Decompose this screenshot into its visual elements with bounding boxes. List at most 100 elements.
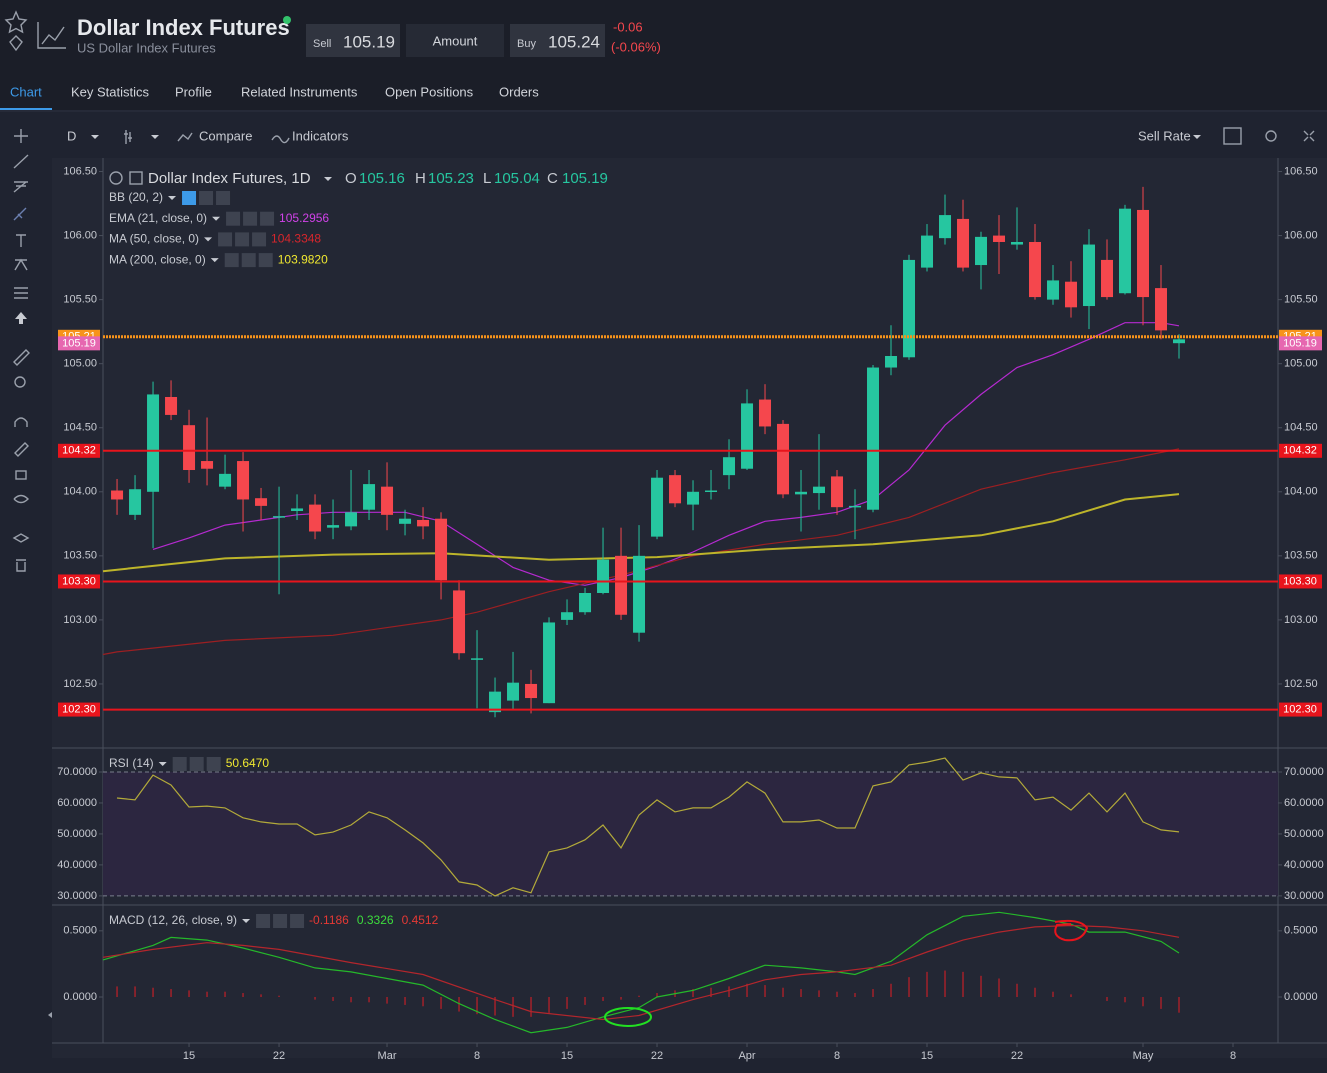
y-tick-label: 30.0000 xyxy=(1284,890,1324,902)
candle-body xyxy=(1029,241,1042,298)
price-change: -0.06 xyxy=(613,19,643,34)
tool-delete[interactable] xyxy=(16,559,26,572)
legend-icon[interactable] xyxy=(226,211,241,226)
indicators-button[interactable]: Indicators xyxy=(292,128,349,143)
y-tick-label: 104.00 xyxy=(63,486,97,498)
chart-type-icon[interactable] xyxy=(124,130,132,144)
candle-body xyxy=(237,461,250,500)
x-tick-label: 8 xyxy=(474,1050,480,1062)
legend-name: EMA (21, close, 0) xyxy=(109,211,207,225)
rate-selector[interactable]: Sell Rate xyxy=(1138,128,1191,143)
settings-button[interactable] xyxy=(1265,130,1277,142)
tool-visibility[interactable] xyxy=(13,494,29,504)
tool-lock[interactable] xyxy=(15,470,27,480)
candle-body xyxy=(1155,288,1168,331)
minimize-button[interactable] xyxy=(129,171,143,185)
legend-icon[interactable] xyxy=(182,191,197,205)
legend-icon[interactable] xyxy=(256,914,271,928)
legend-icon[interactable] xyxy=(260,211,275,226)
favorite-icon[interactable] xyxy=(4,10,28,34)
tool-zoom[interactable] xyxy=(14,376,26,388)
collapse-button[interactable] xyxy=(109,171,123,185)
candle-body xyxy=(543,622,556,704)
y-tick-label: 103.50 xyxy=(63,550,97,562)
legend-name: MACD (12, 26, close, 9) xyxy=(109,913,237,927)
legend-value: 0.4512 xyxy=(402,913,439,927)
legend-value: 104.3348 xyxy=(271,232,321,246)
tab[interactable]: Profile xyxy=(175,84,212,99)
candle-body xyxy=(255,498,268,506)
y-tick-label: 105.50 xyxy=(63,294,97,306)
indicators-icon[interactable] xyxy=(271,135,290,144)
legend-icon[interactable] xyxy=(273,914,288,928)
legend-icon[interactable] xyxy=(252,232,267,247)
tab[interactable]: Related Instruments xyxy=(241,84,358,99)
tool-stay-drawing[interactable] xyxy=(14,442,29,457)
tool-prediction[interactable] xyxy=(14,287,28,299)
y-tick-label: 105.50 xyxy=(1284,294,1318,306)
tool-ruler[interactable] xyxy=(13,349,30,366)
sell-price: 105.19 xyxy=(343,32,395,51)
tool-brush[interactable] xyxy=(13,207,27,221)
legend-icon[interactable] xyxy=(172,757,187,771)
level-label: 102.30 xyxy=(62,703,96,715)
screenshot-button[interactable] xyxy=(1223,127,1242,145)
legend-icon[interactable] xyxy=(218,232,233,247)
legend-icon[interactable] xyxy=(241,253,256,268)
level-tag xyxy=(58,702,100,717)
candle-body xyxy=(579,592,592,613)
y-tick-label: 60.0000 xyxy=(1284,797,1324,809)
caret xyxy=(210,258,219,263)
tab[interactable]: Key Statistics xyxy=(71,84,150,99)
compare-button[interactable]: Compare xyxy=(199,128,252,143)
candle-body xyxy=(1083,244,1096,307)
tab[interactable]: Open Positions xyxy=(385,84,474,99)
tool-magnet[interactable] xyxy=(14,417,28,427)
tool-text[interactable] xyxy=(16,234,26,247)
chart-icon[interactable] xyxy=(37,22,66,49)
legend-icon[interactable] xyxy=(258,253,273,268)
ohlc-value: 105.19 xyxy=(562,170,608,187)
legend-icon[interactable] xyxy=(216,191,231,205)
amount-input[interactable] xyxy=(406,24,504,57)
candle-body xyxy=(867,367,880,510)
sell-button[interactable] xyxy=(306,24,400,57)
ohlc-label: L xyxy=(483,170,491,187)
tab[interactable]: Orders xyxy=(499,84,539,99)
caret xyxy=(91,135,99,139)
legend-icon[interactable] xyxy=(224,253,239,268)
legend-icon[interactable] xyxy=(243,211,258,226)
series-line xyxy=(102,493,1180,573)
interval-selector[interactable]: D xyxy=(67,128,76,143)
buy-button[interactable] xyxy=(510,24,605,57)
tool-fib[interactable] xyxy=(13,181,28,193)
level-tag xyxy=(1279,574,1322,589)
tool-crosshair[interactable] xyxy=(14,129,28,143)
caret xyxy=(212,216,221,221)
tool-arrow[interactable] xyxy=(15,312,27,324)
candle-body xyxy=(363,484,376,510)
compare-icon[interactable] xyxy=(177,132,193,142)
y-tick-label: 50.0000 xyxy=(1284,828,1324,840)
tool-trendline[interactable] xyxy=(13,154,29,169)
legend-value: 105.2956 xyxy=(279,211,329,225)
ohlc-value: 105.04 xyxy=(494,170,540,187)
legend-icon[interactable] xyxy=(189,757,204,771)
legend-name: RSI (14) xyxy=(109,756,154,770)
legend-icon[interactable] xyxy=(290,914,305,928)
drawing-toolbar xyxy=(12,129,30,572)
collapse-arrow[interactable] xyxy=(48,1012,52,1018)
legend-icon[interactable] xyxy=(206,757,221,771)
candle-body xyxy=(741,403,754,469)
legend-icon[interactable] xyxy=(235,232,250,247)
legend-icon[interactable] xyxy=(199,191,214,205)
tab[interactable]: Chart xyxy=(10,84,42,99)
tool-layers[interactable] xyxy=(12,533,30,543)
tool-pattern[interactable] xyxy=(14,258,28,271)
candle-body xyxy=(201,461,214,469)
fullscreen-button[interactable] xyxy=(1303,130,1315,142)
alert-icon[interactable] xyxy=(9,35,23,52)
candle-body xyxy=(777,423,790,495)
